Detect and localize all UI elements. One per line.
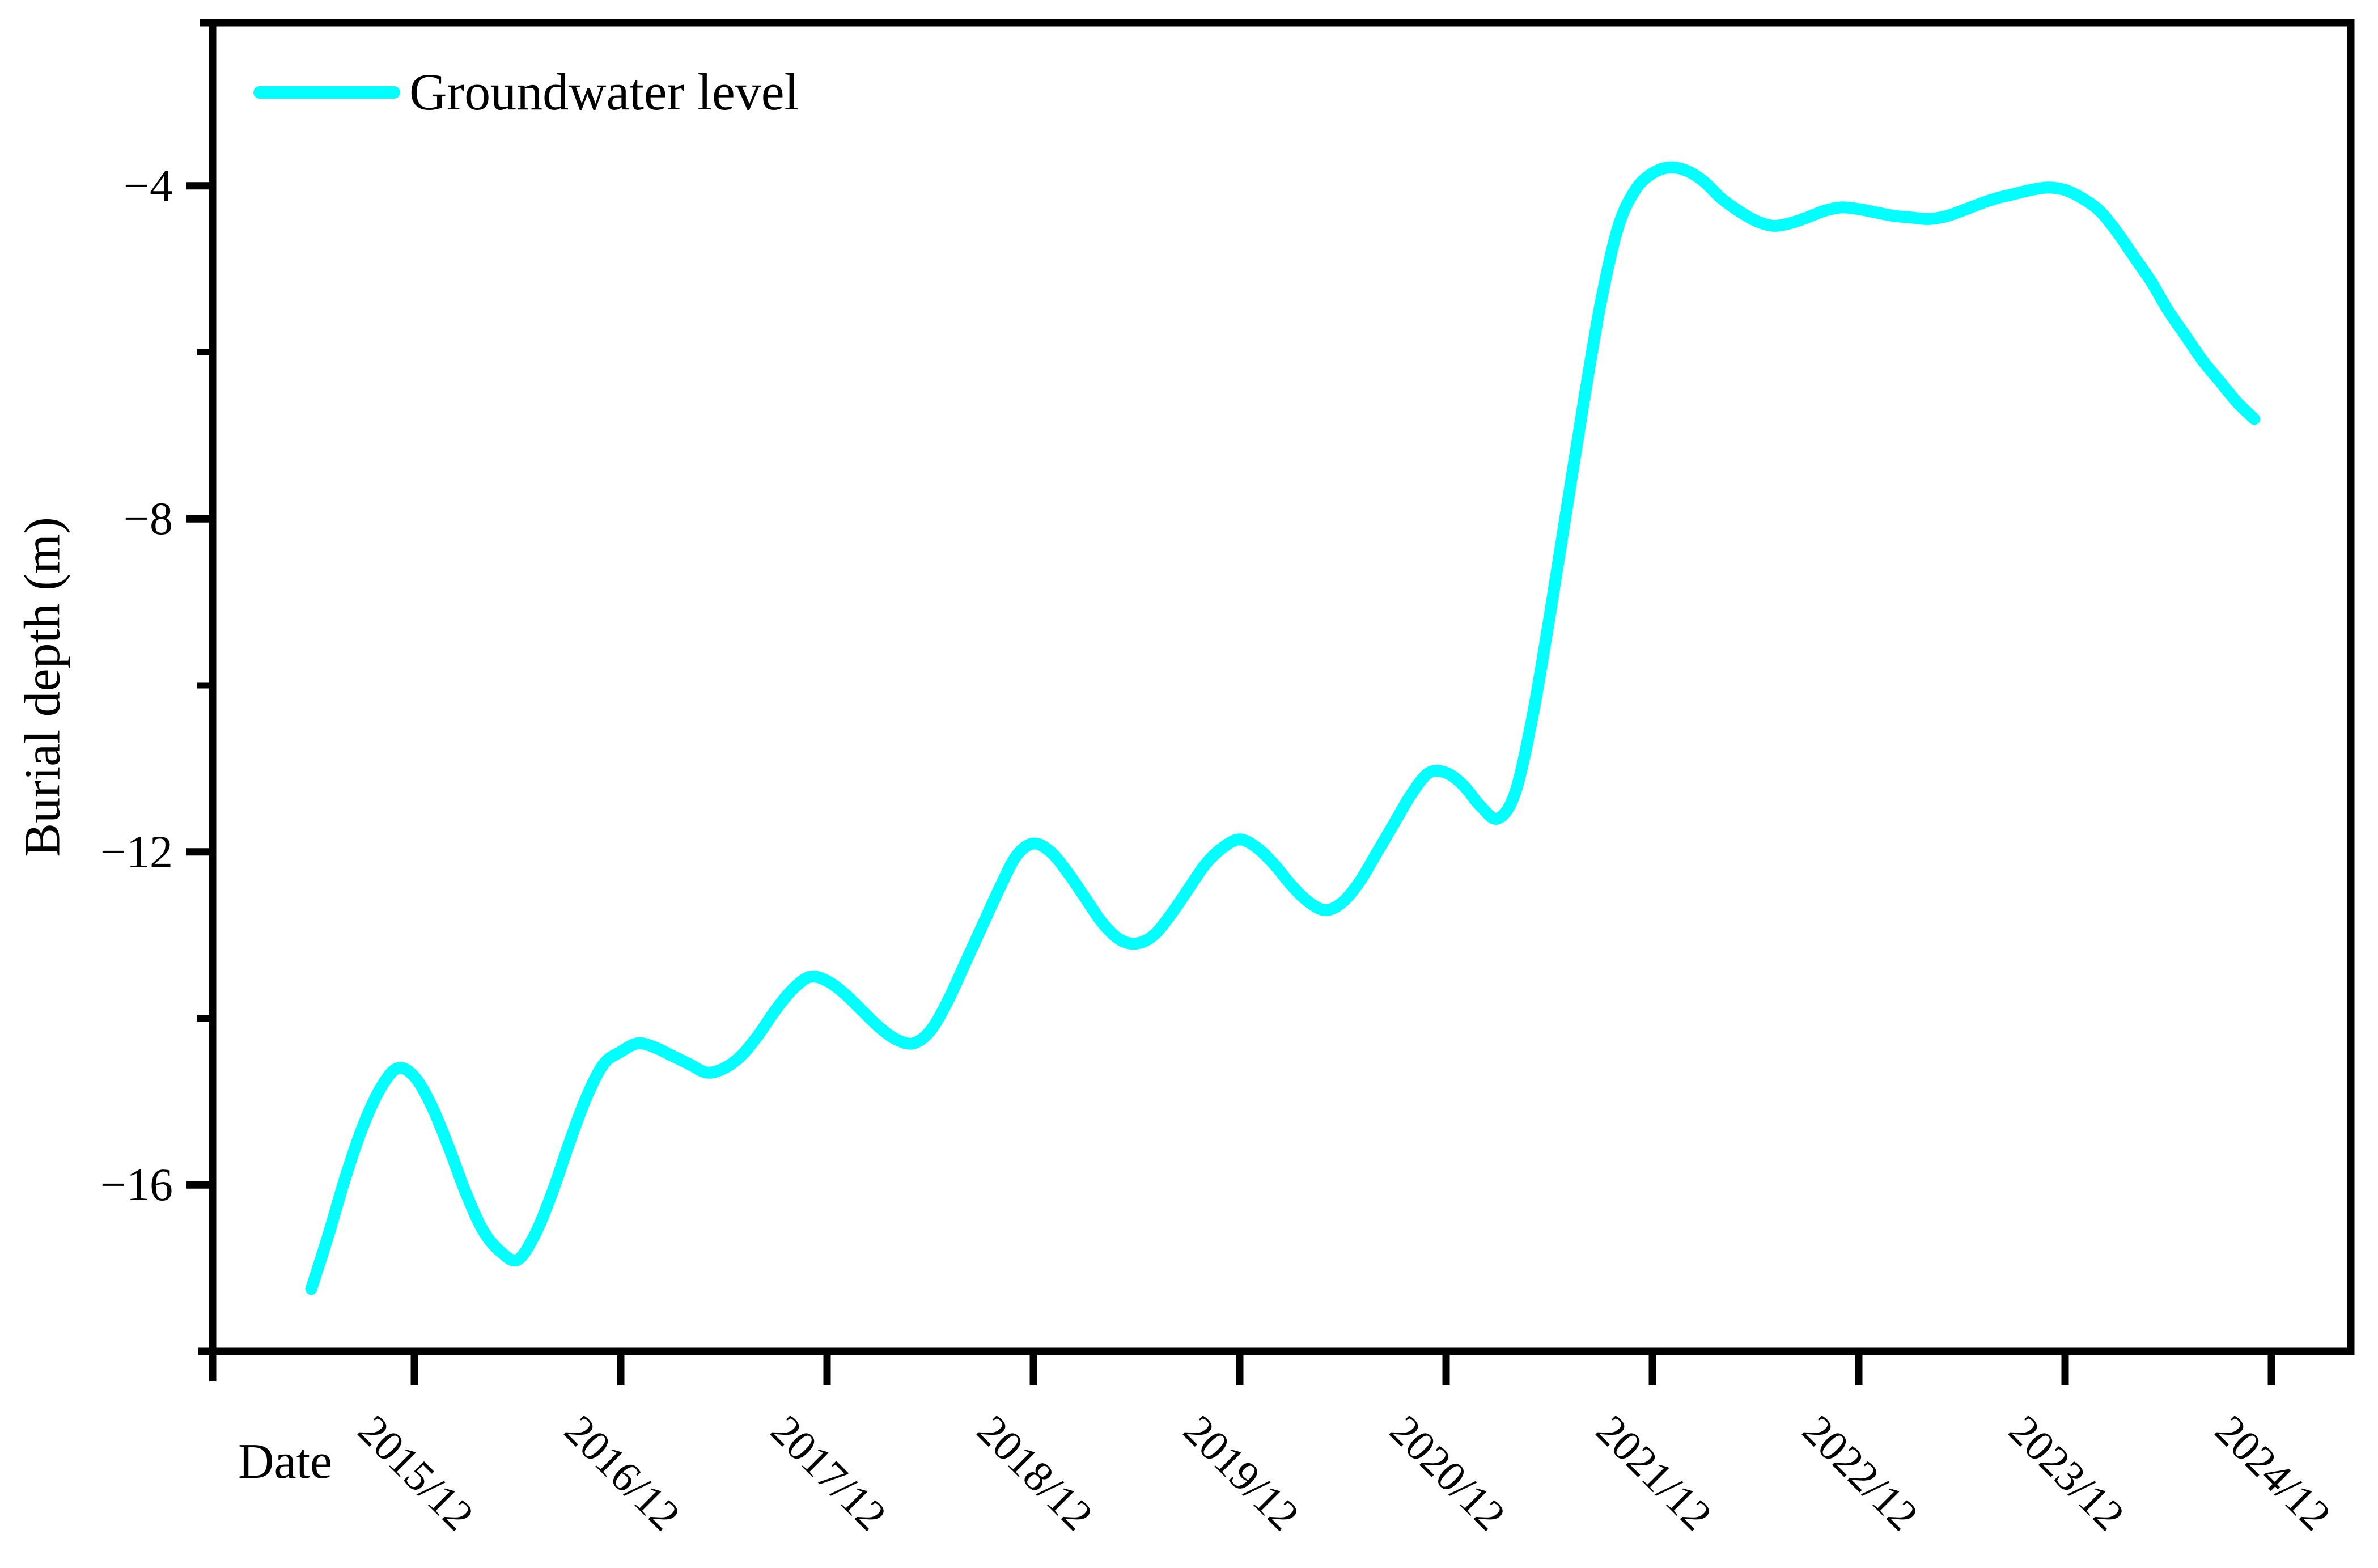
y-tick-label: −8	[123, 493, 173, 545]
legend-label: Groundwater level	[409, 63, 799, 121]
x-axis-title: Date	[238, 1434, 333, 1489]
y-axis-title: Burial depth (m)	[14, 517, 71, 857]
y-tick-label: −12	[100, 825, 173, 878]
y-tick-label: −4	[123, 159, 173, 211]
plot-frame	[209, 19, 2355, 1355]
y-tick-label: −16	[100, 1159, 173, 1211]
groundwater-level-line	[305, 161, 2261, 1295]
